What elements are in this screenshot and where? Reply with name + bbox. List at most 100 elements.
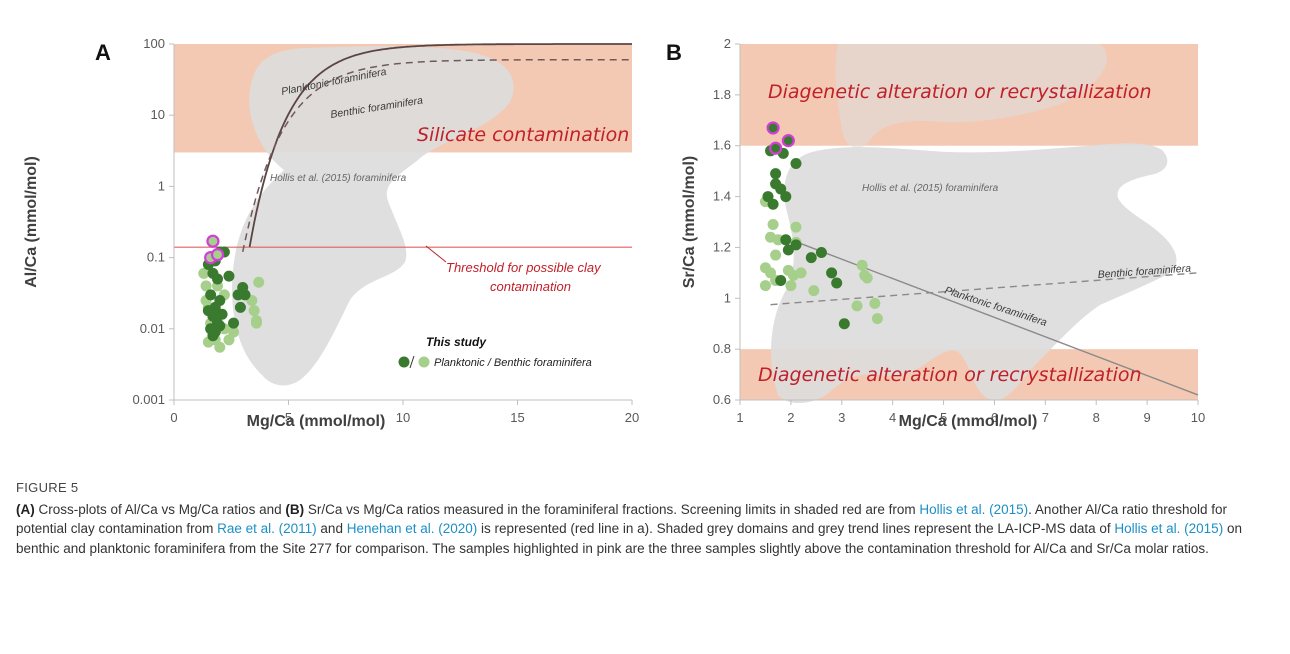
diagenetic-label-bottom: Diagenetic alteration or recrystallizati… bbox=[758, 364, 1142, 386]
x-tick-label-a: 5 bbox=[285, 410, 292, 425]
hollis-domain-label-b: Hollis et al. (2015) foraminifera bbox=[862, 183, 999, 194]
caption-text-2: Sr/Ca vs Mg/Ca ratios measured in the fo… bbox=[304, 501, 920, 517]
axes-b: 0.6 0.8 1 1.2 1.4 1.6 1.8 2 1 2 3 4 5 6 7 8 9 10 bbox=[713, 36, 1205, 425]
y-tick-label-a: 1 bbox=[158, 178, 165, 193]
planktonic-point-b bbox=[790, 158, 802, 170]
x-tick-label-b: 2 bbox=[787, 410, 794, 425]
figure-label: FIGURE 5 bbox=[16, 480, 79, 495]
points-b bbox=[759, 121, 883, 330]
benthic-point-b bbox=[851, 300, 863, 312]
silicate-contamination-label: Silicate contamination bbox=[417, 124, 629, 146]
planktonic-point-b bbox=[826, 267, 838, 279]
caption-text-4: and bbox=[316, 521, 347, 536]
y-tick-label-b: 1.6 bbox=[713, 138, 731, 153]
benthic-point-a bbox=[228, 326, 240, 338]
planktonic-trend-line-a bbox=[248, 43, 632, 248]
planktonic-point-a bbox=[228, 317, 240, 329]
threshold-label-line2: contamination bbox=[490, 279, 571, 294]
benthic-point-b bbox=[759, 280, 771, 292]
planktonic-point-b bbox=[805, 252, 817, 264]
y-axis-label-a: Al/Ca (mmol/mol) bbox=[23, 156, 40, 288]
benthic-point-a bbox=[250, 317, 262, 329]
highlighted-point-b bbox=[766, 121, 780, 135]
reference-link-henehan[interactable]: Henehan et al. (2020) bbox=[346, 521, 478, 536]
planktonic-point-a bbox=[212, 273, 224, 285]
threshold-callout-line bbox=[425, 245, 447, 263]
y-tick-label-a: 0.001 bbox=[132, 392, 165, 407]
y-tick-label-b: 2 bbox=[724, 36, 731, 51]
figure-5-chart: 0.001 0.01 0.1 1 10 100 0 5 10 15 20 A Silicate co… bbox=[23, 36, 1205, 430]
benthic-point-a bbox=[200, 280, 212, 292]
panel-letter-b: B bbox=[666, 40, 682, 65]
x-tick-label-b: 9 bbox=[1143, 410, 1150, 425]
planktonic-point-a bbox=[223, 270, 235, 282]
planktonic-point-b bbox=[780, 191, 792, 203]
planktonic-point-b bbox=[831, 277, 843, 289]
x-tick-label-a: 0 bbox=[170, 410, 177, 425]
planktonic-point-b bbox=[775, 274, 787, 286]
caption-text-5: is represented (red line in a). Shaded g… bbox=[477, 521, 1115, 536]
caption-panel-b-label: (B) bbox=[285, 501, 305, 517]
panel-a: 0.001 0.01 0.1 1 10 100 0 5 10 15 20 A Silicate co… bbox=[23, 36, 639, 430]
x-tick-label-b: 4 bbox=[889, 410, 896, 425]
hollis-domain-a bbox=[232, 46, 514, 386]
x-tick-label-b: 7 bbox=[1042, 410, 1049, 425]
x-tick-label-a: 20 bbox=[625, 410, 639, 425]
planktonic-point-b bbox=[782, 244, 794, 256]
benthic-point-a bbox=[253, 276, 265, 288]
highlighted-point-b bbox=[781, 134, 795, 148]
benthic-point-a bbox=[248, 305, 260, 317]
planktonic-point-a bbox=[216, 308, 228, 320]
y-tick-label-b: 1.2 bbox=[713, 239, 731, 254]
y-tick-label-b: 0.6 bbox=[713, 392, 731, 407]
y-tick-label-a: 0.01 bbox=[140, 321, 165, 336]
benthic-point-b bbox=[861, 272, 873, 284]
legend-entry-text: Planktonic / Benthic foraminifera bbox=[434, 357, 592, 369]
x-tick-label-b: 10 bbox=[1191, 410, 1205, 425]
axes-a: 0.001 0.01 0.1 1 10 100 0 5 10 15 20 bbox=[132, 36, 639, 425]
y-tick-label-b: 1.8 bbox=[713, 87, 731, 102]
planktonic-point-b bbox=[815, 247, 827, 259]
benthic-point-b bbox=[790, 221, 802, 233]
reference-link-rae[interactable]: Rae et al. (2011) bbox=[217, 521, 317, 536]
caption-text-1: Cross-plots of Al/Ca vs Mg/Ca ratios and bbox=[34, 501, 286, 517]
planktonic-point-a bbox=[234, 301, 246, 313]
x-tick-label-b: 6 bbox=[991, 410, 998, 425]
benthic-point-b bbox=[869, 297, 881, 309]
planktonic-point-a bbox=[205, 289, 217, 301]
x-tick-label-b: 3 bbox=[838, 410, 845, 425]
hollis-domain-b bbox=[771, 143, 1177, 404]
planktonic-point-b bbox=[838, 318, 850, 330]
y-tick-label-b: 0.8 bbox=[713, 341, 731, 356]
figure-caption: FIGURE 5 (A) Cross-plots of Al/Ca vs Mg/… bbox=[16, 478, 1274, 558]
planktonic-point-b bbox=[762, 191, 774, 203]
benthic-point-b bbox=[808, 285, 820, 297]
benthic-point-b bbox=[871, 313, 883, 325]
y-tick-label-a: 0.1 bbox=[147, 250, 165, 265]
benthic-point-b bbox=[770, 249, 782, 261]
caption-panel-a-label: (A) bbox=[16, 501, 35, 517]
planktonic-point-a bbox=[239, 289, 251, 301]
planktonic-point-a bbox=[214, 294, 226, 306]
points-a bbox=[198, 234, 265, 353]
planktonic-point-a bbox=[207, 330, 219, 342]
legend-title: This study bbox=[426, 335, 487, 349]
x-tick-label-b: 1 bbox=[736, 410, 743, 425]
y-tick-label-b: 1 bbox=[724, 290, 731, 305]
panel-letter-a: A bbox=[95, 40, 111, 65]
x-tick-label-a: 15 bbox=[510, 410, 524, 425]
benthic-point-b bbox=[856, 259, 868, 271]
x-tick-label-a: 10 bbox=[396, 410, 410, 425]
y-tick-label-a: 100 bbox=[143, 36, 165, 51]
benthic-point-b bbox=[767, 219, 779, 231]
panel-b: 0.6 0.8 1 1.2 1.4 1.6 1.8 2 1 2 3 4 5 6 7 8 9 10 B Diagen… bbox=[666, 36, 1205, 430]
highlighted-point-a bbox=[206, 234, 220, 248]
benthic-point-a bbox=[198, 267, 210, 279]
caption-text-6: on benthic and planktonic foraminifera f… bbox=[16, 521, 1242, 556]
highlighted-point-b bbox=[769, 141, 783, 155]
benthic-point-b bbox=[785, 280, 797, 292]
reference-link-hollis-1[interactable]: Hollis et al. (2015) bbox=[919, 501, 1029, 517]
benthic-trend-line-a bbox=[241, 58, 632, 253]
y-axis-label-b: Sr/Ca (mmol/mol) bbox=[681, 156, 698, 288]
reference-link-hollis-2[interactable]: Hollis et al. (2015) bbox=[1114, 521, 1224, 536]
